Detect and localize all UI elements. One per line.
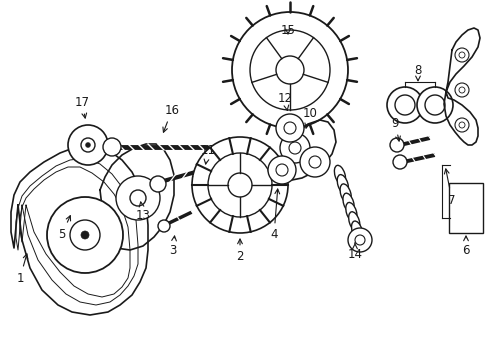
Circle shape — [103, 138, 121, 156]
Text: 10: 10 — [302, 107, 317, 128]
Circle shape — [394, 95, 414, 115]
Polygon shape — [282, 120, 335, 180]
Ellipse shape — [337, 175, 348, 194]
Text: 4: 4 — [270, 189, 279, 242]
Circle shape — [308, 156, 320, 168]
Circle shape — [81, 138, 95, 152]
Circle shape — [275, 56, 304, 84]
Circle shape — [386, 87, 422, 123]
Text: 9: 9 — [390, 117, 400, 141]
Circle shape — [288, 142, 301, 154]
Text: 6: 6 — [461, 236, 469, 256]
Circle shape — [47, 197, 123, 273]
Circle shape — [81, 231, 89, 239]
Text: 14: 14 — [347, 243, 362, 261]
Circle shape — [207, 153, 271, 217]
Text: 15: 15 — [280, 23, 295, 36]
Circle shape — [416, 87, 452, 123]
Circle shape — [354, 235, 364, 245]
Text: 5: 5 — [58, 216, 70, 240]
Circle shape — [299, 147, 329, 177]
Circle shape — [130, 190, 146, 206]
Text: 8: 8 — [413, 63, 421, 81]
Circle shape — [458, 52, 464, 58]
Polygon shape — [100, 144, 174, 250]
Circle shape — [392, 155, 406, 169]
Ellipse shape — [334, 165, 345, 185]
Text: 11: 11 — [200, 144, 215, 164]
Text: 13: 13 — [135, 202, 150, 221]
Circle shape — [70, 220, 100, 250]
Circle shape — [284, 122, 295, 134]
Circle shape — [280, 133, 309, 163]
Circle shape — [150, 176, 165, 192]
Circle shape — [458, 122, 464, 128]
Text: 1: 1 — [16, 254, 28, 284]
Circle shape — [454, 48, 468, 62]
Circle shape — [454, 118, 468, 132]
Circle shape — [267, 156, 295, 184]
Text: 17: 17 — [74, 95, 89, 118]
Circle shape — [424, 95, 444, 115]
Ellipse shape — [354, 230, 365, 250]
Text: 7: 7 — [444, 169, 455, 207]
Circle shape — [389, 138, 403, 152]
Circle shape — [158, 220, 170, 232]
Text: 3: 3 — [169, 236, 176, 256]
Circle shape — [116, 176, 160, 220]
Circle shape — [231, 12, 347, 128]
Circle shape — [192, 137, 287, 233]
Ellipse shape — [342, 193, 353, 212]
Text: 16: 16 — [163, 104, 179, 132]
Ellipse shape — [345, 202, 356, 222]
Circle shape — [68, 125, 108, 165]
Circle shape — [454, 83, 468, 97]
Circle shape — [275, 164, 287, 176]
Polygon shape — [443, 28, 479, 145]
Circle shape — [85, 143, 90, 148]
Ellipse shape — [340, 184, 350, 203]
Text: 12: 12 — [277, 91, 292, 110]
Circle shape — [227, 173, 251, 197]
Circle shape — [275, 114, 304, 142]
Ellipse shape — [351, 221, 362, 240]
Ellipse shape — [348, 212, 359, 231]
Circle shape — [458, 87, 464, 93]
Circle shape — [249, 30, 329, 110]
FancyBboxPatch shape — [448, 183, 482, 233]
Text: 2: 2 — [236, 239, 243, 264]
Circle shape — [347, 228, 371, 252]
